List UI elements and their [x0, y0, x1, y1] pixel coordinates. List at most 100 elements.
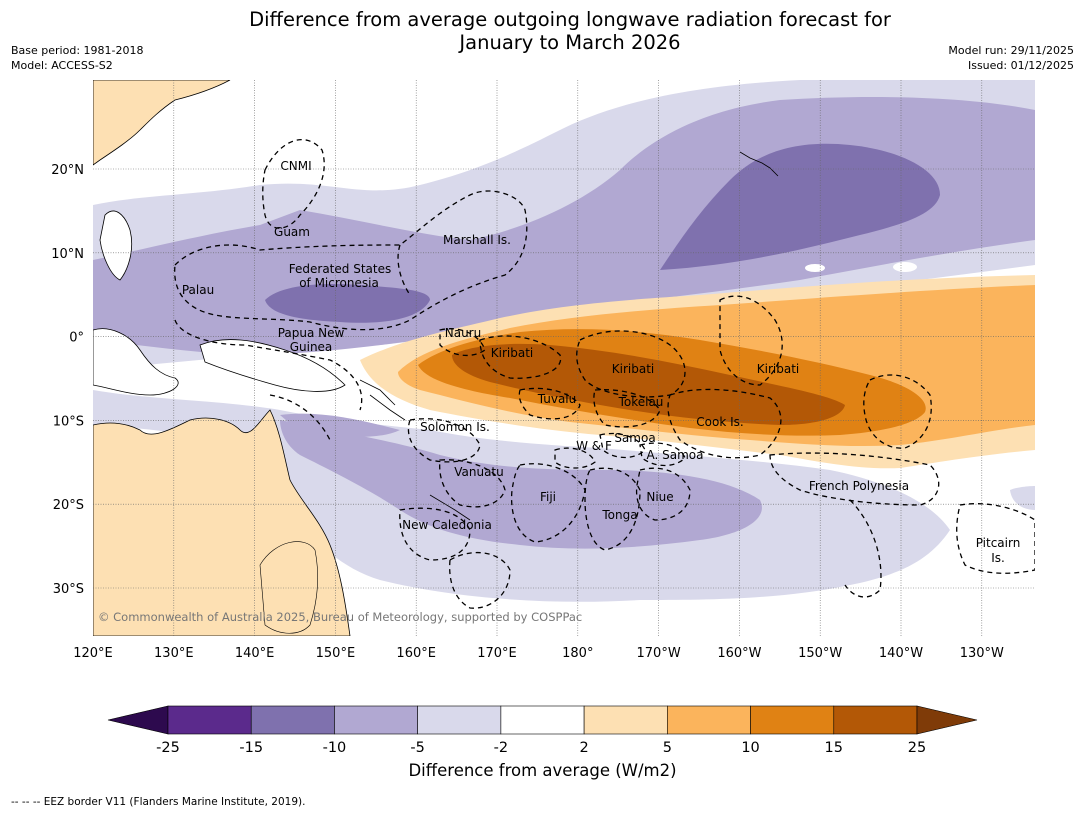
x-axis-labels: 120°E 130°E 140°E 150°E 160°E 170°E 180° 170°W 1… [73, 646, 1004, 661]
y-tick-label: 30°S [53, 582, 84, 597]
label-kiribati-west: Kiribati [491, 346, 533, 360]
label-kiribati-central: Kiribati [612, 362, 654, 376]
label-french-polynesia: French Polynesia [809, 479, 909, 493]
y-tick-label: 20°S [53, 498, 84, 513]
model-name: Model: ACCESS-S2 [11, 59, 113, 72]
land-solomon-islands [359, 379, 406, 421]
x-tick-label: 140°W [879, 646, 923, 661]
land-new-guinea [199, 339, 346, 392]
x-tick-label: 180° [562, 646, 593, 661]
label-american-samoa: A. Samoa [647, 448, 704, 462]
label-fsm-line2: of Micronesia [299, 276, 379, 290]
model-run: Model run: 29/11/2025 [948, 44, 1074, 57]
colorbar-tick-label: 2 [579, 740, 588, 756]
land-new-zealand-area [259, 541, 319, 634]
label-samoa: Samoa [614, 431, 655, 445]
copyright-notice: © Commonwealth of Australia 2025, Bureau… [98, 610, 582, 624]
place-labels: CNMI Guam Marshall Is. Federated States … [182, 159, 1020, 565]
colorbar-swatch [833, 705, 918, 735]
x-tick-label: 170°E [477, 646, 517, 661]
land-new-caledonia [429, 494, 471, 521]
anomaly-region-medium-purple-south [280, 420, 762, 549]
x-tick-label: 150°W [798, 646, 842, 661]
issued-date: Issued: 01/12/2025 [967, 59, 1074, 72]
x-tick-label: 120°E [73, 646, 113, 661]
label-new-caledonia: New Caledonia [402, 518, 492, 532]
map-area: © Commonwealth of Australia 2025, Bureau… [93, 80, 1035, 636]
label-tuvalu: Tuvalu [537, 392, 577, 406]
colorbar-swatch [250, 705, 335, 735]
colorbar-swatch [417, 705, 502, 735]
map-title: Difference from average outgoing longwav… [0, 8, 1085, 54]
colorbar-swatch [334, 705, 418, 735]
land-philippines [99, 210, 133, 281]
graticule [93, 80, 1035, 636]
label-pitcairn-line1: Pitcairn [976, 536, 1021, 550]
colorbar-swatch [750, 705, 835, 735]
label-png-line1: Papua New [278, 326, 345, 340]
x-tick-label: 130°W [960, 646, 1004, 661]
y-tick-label: 10°N [51, 247, 84, 262]
label-cnmi: CNMI [280, 159, 311, 173]
label-vanuatu: Vanuatu [454, 465, 504, 479]
meta-left: Base period: 1981-2018 Model: ACCESS-S2 [11, 43, 143, 73]
label-pitcairn-line2: Is. [991, 551, 1005, 565]
label-nauru: Nauru [445, 326, 481, 340]
x-tick-label: 130°E [154, 646, 194, 661]
label-solomon-islands: Solomon Is. [420, 420, 490, 434]
x-tick-label: 160°E [396, 646, 436, 661]
label-png-line2: Guinea [290, 340, 333, 354]
colorbar: -25 -15 -10 -5 -2 2 5 10 15 25 [107, 705, 978, 756]
label-fsm-line1: Federated States [289, 262, 391, 276]
y-tick-label: 0° [69, 331, 84, 346]
colorbar-swatch [500, 705, 585, 735]
label-kiribati-east: Kiribati [757, 362, 799, 376]
anomaly-region-dark-purple-micronesia [265, 283, 430, 323]
colorbar-under-triangle [107, 705, 169, 735]
label-wallis-futuna: W & F [576, 439, 612, 453]
colorbar-tick-label: 5 [663, 740, 672, 756]
anomaly-region-dark-orange [452, 343, 845, 425]
eez-borders [174, 139, 1035, 609]
land-asia-north [93, 80, 231, 166]
anomaly-gap [893, 262, 917, 272]
label-cook-islands: Cook Is. [696, 415, 743, 429]
colorbar-tick-label: -2 [494, 740, 508, 756]
y-tick-label: 20°N [51, 163, 84, 178]
label-guam: Guam [274, 225, 310, 239]
colorbar-swatch [167, 705, 252, 735]
colorbar-tick-label: -10 [323, 740, 347, 756]
label-palau: Palau [182, 283, 214, 297]
colorbar-swatch [667, 705, 751, 735]
meta-right: Model run: 29/11/2025 Issued: 01/12/2025 [948, 43, 1074, 73]
label-tonga: Tonga [601, 508, 637, 522]
x-tick-label: 170°W [637, 646, 681, 661]
label-marshall-islands: Marshall Is. [443, 233, 511, 247]
x-tick-label: 150°E [316, 646, 356, 661]
colorbar-tick-label: -25 [156, 740, 180, 756]
land-borneo-indonesia [93, 328, 179, 396]
title-line-1: Difference from average outgoing longwav… [249, 8, 891, 31]
base-period: Base period: 1981-2018 [11, 44, 144, 57]
colorbar-over-triangle [916, 705, 978, 735]
label-fiji: Fiji [540, 490, 556, 504]
anomaly-region-dark-purple-hawaii [660, 143, 940, 270]
label-tokelau: Tokelau [618, 395, 664, 409]
colorbar-tick-label: 10 [741, 740, 759, 756]
colorbar-swatch [583, 705, 668, 735]
footer-eez-note: -- -- -- EEZ border V11 (Flanders Marine… [11, 796, 306, 808]
land-hawaii [739, 151, 779, 177]
colorbar-tick-label: -5 [410, 740, 424, 756]
anomaly-gap [805, 264, 825, 272]
colorbar-tick-label: 15 [825, 740, 843, 756]
x-tick-label: 160°W [717, 646, 761, 661]
x-tick-label: 140°E [235, 646, 275, 661]
title-line-2: January to March 2026 [459, 31, 681, 54]
colorbar-tick-label: -15 [239, 740, 263, 756]
y-axis-labels: 20°N 10°N 0° 10°S 20°S 30°S [51, 163, 84, 597]
anomaly-region-medium-purple-bismarck [280, 413, 400, 437]
y-tick-label: 10°S [53, 414, 84, 429]
colorbar-label: Difference from average (W/m2) [408, 761, 677, 780]
colorbar-tick-label: 25 [908, 740, 926, 756]
